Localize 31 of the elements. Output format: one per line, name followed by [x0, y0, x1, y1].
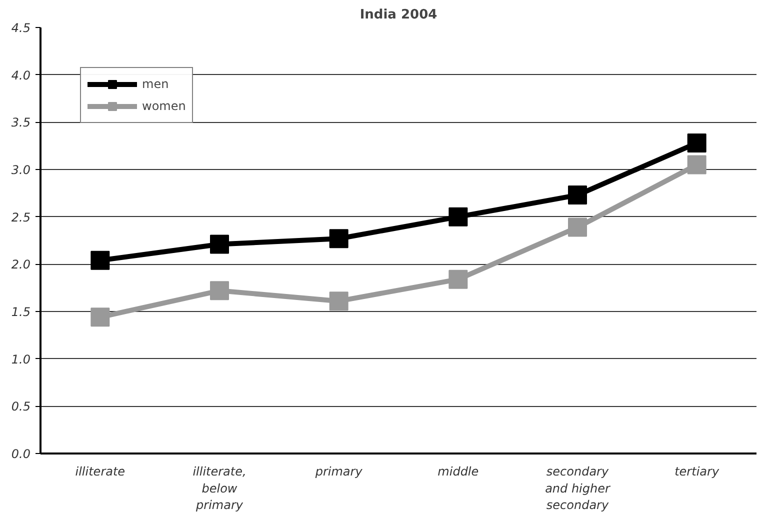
y-tick-label: 4.5: [11, 21, 31, 35]
y-tick-label: 0.0: [11, 447, 31, 461]
point: [448, 270, 468, 289]
y-tick-label: 2.0: [11, 258, 31, 272]
point: [90, 308, 110, 327]
x-tick-label: middle: [438, 464, 479, 478]
point: [210, 234, 229, 254]
legend-label: women: [142, 99, 186, 113]
point: [329, 292, 348, 311]
y-tick-label: 4.0: [11, 68, 31, 82]
x-tick-label: illiterate, below primary: [192, 464, 246, 512]
y-tick-label: 3.5: [11, 116, 31, 130]
point: [90, 250, 110, 270]
point: [568, 186, 587, 205]
y-tick-label: 1.5: [11, 305, 31, 319]
chart-title: India 2004: [360, 8, 438, 22]
point: [687, 133, 706, 152]
y-tick-label: 3.0: [11, 163, 31, 177]
x-tick-label: tertiary: [674, 464, 720, 478]
x-tick-label: secondary and higher secondary: [545, 464, 611, 512]
x-tick-label: illiterate: [75, 464, 126, 478]
point: [568, 218, 587, 237]
point: [329, 229, 348, 248]
legend-label: men: [142, 77, 169, 91]
point: [210, 281, 229, 300]
point: [687, 155, 706, 174]
x-tick-label: primary: [314, 464, 364, 478]
y-tick-label: 1.0: [11, 352, 31, 366]
point: [448, 207, 468, 226]
y-tick-label: 0.5: [11, 400, 31, 414]
y-tick-label: 2.5: [11, 210, 31, 224]
